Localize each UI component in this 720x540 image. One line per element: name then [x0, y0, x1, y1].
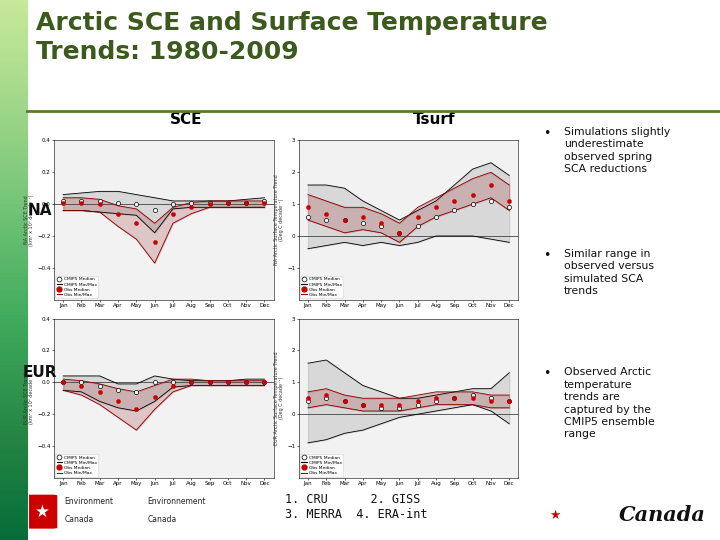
Text: Similar range in
observed versus
simulated SCA
trends: Similar range in observed versus simulat…	[564, 249, 654, 296]
Text: ★: ★	[35, 503, 49, 521]
Text: Environment: Environment	[65, 497, 114, 506]
Y-axis label: NA Arctic Surface Temperature Trend
(Deg C decade⁻¹): NA Arctic Surface Temperature Trend (Deg…	[274, 174, 284, 266]
Text: •: •	[544, 249, 551, 262]
Text: •: •	[544, 127, 551, 140]
Text: •: •	[544, 367, 551, 381]
Text: Environnement: Environnement	[148, 497, 206, 506]
Text: Simulations slightly
underestimate
observed spring
SCA reductions: Simulations slightly underestimate obser…	[564, 127, 670, 174]
Y-axis label: EUR Arctic Surface Temperature Trend
(Deg C decade⁻¹): EUR Arctic Surface Temperature Trend (De…	[274, 352, 284, 445]
Y-axis label: EUR Arctic SCE Trend
(km² x 10⁶ decade⁻¹): EUR Arctic SCE Trend (km² x 10⁶ decade⁻¹…	[24, 373, 35, 424]
Legend: CMIP5 Median, CMIP5 Min/Max, Obs Median, Obs Min/Max: CMIP5 Median, CMIP5 Min/Max, Obs Median,…	[55, 276, 98, 299]
Text: Tsurf: Tsurf	[413, 112, 456, 127]
Text: Canada: Canada	[619, 505, 706, 525]
Text: Arctic SCE and Surface Temperature
Trends: 1980-2009: Arctic SCE and Surface Temperature Trend…	[36, 10, 547, 64]
Text: SCE: SCE	[169, 112, 202, 127]
Legend: CMIP5 Median, CMIP5 Min/Max, Obs Median, Obs Min/Max: CMIP5 Median, CMIP5 Min/Max, Obs Median,…	[55, 454, 98, 477]
Text: Observed Arctic
temperature
trends are
captured by the
CMIP5 ensemble
range: Observed Arctic temperature trends are c…	[564, 367, 654, 440]
Text: EUR: EUR	[23, 365, 58, 380]
Text: Canada: Canada	[148, 515, 177, 524]
Legend: CMIP5 Median, CMIP5 Min/Max, Obs Median, Obs Min/Max: CMIP5 Median, CMIP5 Min/Max, Obs Median,…	[300, 276, 343, 299]
Y-axis label: NA Arctic SCE Trend
(km² x 10⁶ decade⁻¹): NA Arctic SCE Trend (km² x 10⁶ decade⁻¹)	[24, 194, 35, 246]
Legend: CMIP5 Median, CMIP5 Min/Max, Obs Median, Obs Min/Max: CMIP5 Median, CMIP5 Min/Max, Obs Median,…	[300, 454, 343, 477]
Text: ★: ★	[549, 509, 560, 522]
Text: 1. CRU      2. GISS
3. MERRA  4. ERA-int: 1. CRU 2. GISS 3. MERRA 4. ERA-int	[285, 494, 428, 521]
Text: NA: NA	[28, 202, 53, 218]
Text: Canada: Canada	[65, 515, 94, 524]
FancyBboxPatch shape	[27, 495, 58, 529]
